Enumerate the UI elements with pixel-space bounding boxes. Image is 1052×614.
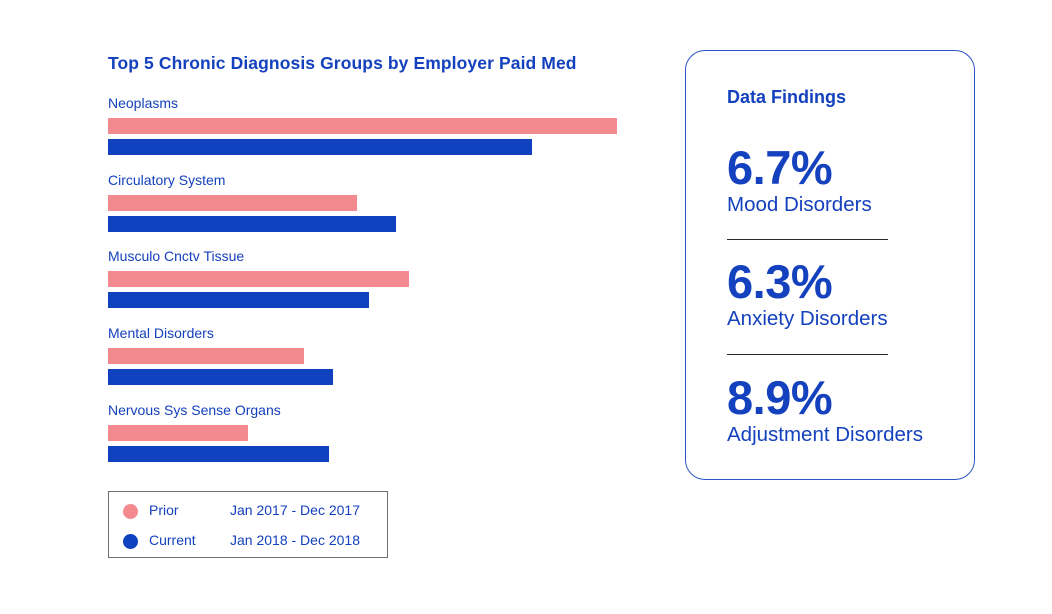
bar-prior: [108, 424, 248, 441]
legend-label: Current: [149, 532, 196, 548]
bar-prior: [108, 118, 617, 134]
legend-item-current: Current Jan 2018 - Dec 2018: [109, 531, 387, 551]
category-label: Neoplasms: [108, 95, 179, 111]
legend-label: Prior: [149, 502, 179, 518]
finding-value: 6.3%: [727, 255, 833, 308]
category-label: Circulatory System: [108, 171, 226, 188]
category-label: Nervous Sys Sense Organs: [108, 401, 281, 418]
bar-prior: [108, 271, 409, 288]
divider: [727, 239, 888, 240]
legend-period: Jan 2018 - Dec 2018: [230, 532, 360, 548]
finding-label: Mood Disorders: [727, 193, 872, 216]
legend-marker-current-icon: [123, 534, 138, 549]
finding-value: 6.7%: [727, 141, 833, 194]
finding-anxiety: 6.3% Anxiety Disorders: [727, 257, 888, 331]
category-label: Musculo Cnctv Tissue: [108, 248, 245, 265]
bar-chart: Neoplasms Circulatory System Musculo Cnctv…: [0, 0, 660, 480]
finding-mood: 6.7% Mood Disorders: [727, 143, 872, 217]
legend-item-prior: Prior Jan 2017 - Dec 2017: [109, 501, 387, 521]
finding-adjustment: 8.9% Adjustment Disorders: [727, 373, 923, 447]
legend-marker-prior-icon: [123, 504, 138, 519]
bar-current: [108, 215, 397, 232]
bar-current: [108, 292, 370, 309]
category-label: Mental Disorders: [108, 325, 214, 342]
bar-current: [108, 369, 333, 386]
divider: [727, 354, 888, 355]
chart-title: Top 5 Chronic Diagnosis Groups by Employ…: [108, 53, 577, 73]
data-findings-panel: Data Findings 6.7% Mood Disorders 6.3% A…: [685, 50, 975, 480]
finding-label: Anxiety Disorders: [727, 307, 888, 330]
bar-prior: [108, 348, 304, 365]
legend-period: Jan 2017 - Dec 2017: [230, 502, 360, 518]
finding-label: Adjustment Disorders: [727, 423, 923, 446]
bar-current: [108, 139, 532, 155]
finding-value: 8.9%: [727, 371, 833, 424]
findings-title: Data Findings: [727, 87, 847, 107]
bar-current: [108, 445, 329, 462]
bar-prior: [108, 194, 357, 211]
legend: Prior Jan 2017 - Dec 2017 Current Jan 20…: [108, 491, 388, 558]
